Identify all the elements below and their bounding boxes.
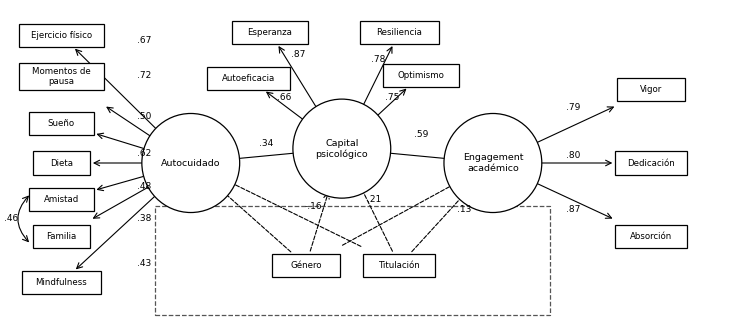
FancyBboxPatch shape <box>617 78 686 101</box>
Text: Ejercicio físico: Ejercicio físico <box>31 31 92 40</box>
Text: Dedicación: Dedicación <box>628 158 675 168</box>
Text: .34: .34 <box>259 139 274 148</box>
Text: .21: .21 <box>367 195 382 204</box>
Text: .38: .38 <box>137 215 151 223</box>
Ellipse shape <box>293 99 390 198</box>
Text: Dieta: Dieta <box>50 158 73 168</box>
Text: .62: .62 <box>137 149 151 158</box>
FancyBboxPatch shape <box>32 152 90 174</box>
FancyBboxPatch shape <box>363 254 435 277</box>
Ellipse shape <box>444 113 542 213</box>
FancyBboxPatch shape <box>272 254 340 277</box>
Text: Absorción: Absorción <box>630 232 672 241</box>
FancyBboxPatch shape <box>383 64 459 87</box>
FancyBboxPatch shape <box>232 21 308 43</box>
FancyBboxPatch shape <box>19 24 103 47</box>
Text: Vigor: Vigor <box>640 85 662 94</box>
Text: Mindfulness: Mindfulness <box>35 278 87 287</box>
Text: .59: .59 <box>414 130 428 139</box>
FancyBboxPatch shape <box>19 63 103 90</box>
Text: .50: .50 <box>137 112 151 121</box>
Text: Género: Género <box>290 261 321 270</box>
FancyBboxPatch shape <box>615 152 687 174</box>
Text: .79: .79 <box>566 103 581 111</box>
FancyBboxPatch shape <box>615 225 687 248</box>
Text: Capital
psicológico: Capital psicológico <box>316 139 368 159</box>
Text: .78: .78 <box>371 55 385 64</box>
Text: .13: .13 <box>457 205 471 214</box>
Text: Familia: Familia <box>46 232 76 241</box>
Text: Engagement
académico: Engagement académico <box>462 153 523 173</box>
FancyBboxPatch shape <box>360 21 439 43</box>
FancyBboxPatch shape <box>22 271 101 294</box>
Text: .80: .80 <box>566 151 581 159</box>
Text: .48: .48 <box>137 183 151 191</box>
Text: Autoeficacia: Autoeficacia <box>222 74 275 83</box>
Text: .43: .43 <box>137 259 151 268</box>
Bar <box>155 206 550 315</box>
FancyBboxPatch shape <box>32 225 90 248</box>
Text: Amistad: Amistad <box>43 195 79 204</box>
Text: Optimismo: Optimismo <box>398 71 444 80</box>
Text: Autocuidado: Autocuidado <box>161 158 220 168</box>
FancyBboxPatch shape <box>29 188 94 211</box>
Text: Titulación: Titulación <box>379 261 421 270</box>
Text: .72: .72 <box>137 71 151 80</box>
Text: .46: .46 <box>4 215 18 223</box>
Text: Esperanza: Esperanza <box>247 27 292 37</box>
Text: .87: .87 <box>566 205 581 214</box>
FancyBboxPatch shape <box>29 111 94 135</box>
Ellipse shape <box>142 113 240 213</box>
Text: .67: .67 <box>137 36 151 45</box>
Text: -.16: -.16 <box>304 201 322 211</box>
Text: Momentos de
pausa: Momentos de pausa <box>32 67 91 86</box>
Text: .87: .87 <box>291 50 306 59</box>
FancyBboxPatch shape <box>207 67 290 90</box>
Text: .75: .75 <box>385 93 399 102</box>
Text: Sueño: Sueño <box>48 119 75 127</box>
Text: Resiliencia: Resiliencia <box>377 27 422 37</box>
Text: .66: .66 <box>277 93 291 102</box>
